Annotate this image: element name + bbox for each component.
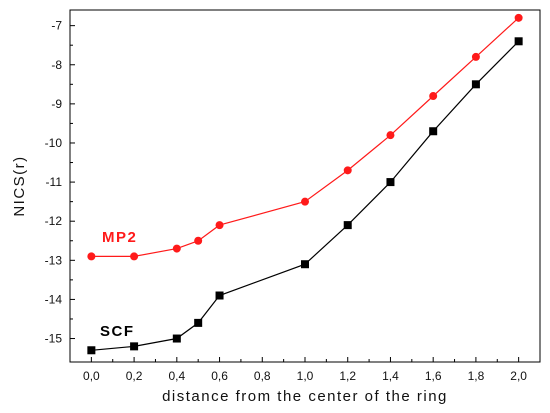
- data-point-scf: [471, 80, 480, 89]
- series-line-scf: [91, 40, 520, 351]
- series-line-mp2: [91, 17, 520, 257]
- y-tick-label: -11: [46, 175, 63, 189]
- data-point-scf: [194, 318, 203, 327]
- x-tick-label: 0,4: [168, 369, 185, 383]
- x-tick-label: 0,8: [254, 369, 271, 383]
- data-point-mp2: [471, 52, 480, 61]
- y-tick-label: -15: [45, 332, 63, 346]
- y-tick-label: -12: [45, 214, 63, 228]
- data-point-mp2: [215, 221, 224, 230]
- data-point-mp2: [87, 252, 96, 261]
- y-tick-label: -7: [51, 19, 62, 33]
- data-point-mp2: [130, 252, 139, 261]
- y-tick-label: -13: [45, 253, 63, 267]
- x-tick-label: 1,2: [339, 369, 356, 383]
- y-tick-label: -9: [51, 97, 62, 111]
- data-point-scf: [87, 346, 96, 355]
- y-axis-title: NICS(r): [11, 155, 28, 216]
- x-tick-label: 0,6: [211, 369, 228, 383]
- data-point-scf: [172, 334, 181, 343]
- data-point-scf: [343, 221, 352, 230]
- series-layer: [87, 13, 523, 355]
- x-tick-label: 1,6: [425, 369, 442, 383]
- data-point-mp2: [386, 131, 395, 140]
- x-tick-label: 2,0: [510, 369, 527, 383]
- series-label-mp2: MP2: [102, 229, 137, 246]
- data-point-scf: [130, 342, 139, 351]
- x-tick-label: 1,4: [382, 369, 399, 383]
- x-axis-ticks: 0,0 0,2 0,4 0,6 0,8 1,0 1,2 1,4 1,6 1,8 2,0: [83, 357, 527, 383]
- data-point-mp2: [343, 166, 352, 175]
- data-point-mp2: [172, 244, 181, 253]
- series-label-scf: SCF: [100, 323, 135, 340]
- x-tick-label: 1,0: [297, 369, 314, 383]
- x-tick-label: 1,8: [468, 369, 485, 383]
- y-tick-label: -8: [51, 58, 62, 72]
- x-tick-label: 0,2: [126, 369, 143, 383]
- data-point-mp2: [301, 197, 309, 206]
- y-tick-label: -14: [45, 292, 63, 306]
- data-point-scf: [429, 127, 438, 136]
- x-axis-title: distance from the center of the ring: [162, 388, 448, 405]
- data-point-scf: [514, 37, 523, 46]
- data-point-mp2: [514, 13, 523, 22]
- y-axis-ticks: -15 -14 -13 -12 -11 -10 -9 -8 -7: [45, 19, 75, 346]
- data-point-scf: [386, 178, 395, 187]
- x-tick-label: 0,0: [83, 369, 100, 383]
- y-tick-label: -10: [45, 136, 63, 150]
- data-point-scf: [301, 260, 309, 269]
- data-point-mp2: [194, 236, 203, 245]
- data-point-mp2: [429, 92, 438, 101]
- data-point-scf: [215, 291, 224, 300]
